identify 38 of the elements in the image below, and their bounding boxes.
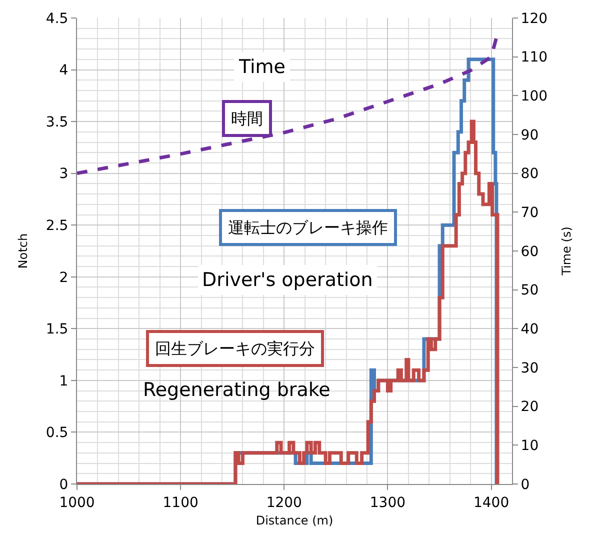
y2-tick-label: 110	[520, 50, 548, 66]
y-tick-label: 1.5	[46, 322, 68, 338]
y-tick-label: 0.5	[46, 425, 68, 442]
y-tick-label: 4	[59, 62, 68, 79]
y2-tick-label: 70	[520, 205, 539, 222]
y2-tick-label: 20	[520, 399, 539, 416]
y2-tick-label: 80	[520, 166, 539, 182]
x-tick-label: 1300	[370, 494, 406, 511]
annotation: 回生ブレーキの実行分	[155, 339, 315, 358]
y2-tick-label: 60	[520, 244, 539, 260]
y2-tick-label: 90	[520, 127, 539, 144]
y-tick-label: 3.5	[46, 114, 68, 130]
annotation: Regenerating brake	[143, 379, 330, 401]
y2-axis-title: Time (s)	[559, 226, 574, 276]
x-tick-label: 1100	[162, 494, 198, 511]
y2-tick-label: 120	[520, 10, 548, 27]
annotation: 時間	[231, 109, 263, 128]
y2-tick-label: 100	[520, 88, 548, 105]
y2-tick-label: 40	[520, 322, 539, 338]
y2-tick-label: 0	[520, 476, 530, 493]
annotation: 運転士のブレーキ操作	[228, 218, 388, 237]
y-tick-label: 2	[59, 270, 68, 286]
x-tick-label: 1400	[473, 494, 510, 511]
y-axis-title: Notch	[16, 233, 30, 269]
y-tick-label: 1	[59, 373, 68, 390]
y-tick-label: 0	[59, 476, 68, 493]
annotation: Driver's operation	[202, 269, 373, 291]
x-axis-title: Distance (m)	[256, 514, 334, 528]
y-tick-label: 2.5	[46, 218, 68, 234]
annotation: Time	[238, 56, 286, 78]
x-tick-label: 1000	[59, 494, 95, 511]
y2-tick-label: 10	[520, 438, 539, 454]
line-series	[77, 36, 498, 176]
y-tick-label: 4.5	[46, 10, 68, 27]
y2-tick-label: 30	[520, 360, 539, 376]
y-tick-label: 3	[59, 166, 68, 182]
y2-tick-label: 50	[520, 282, 539, 299]
x-tick-label: 1200	[266, 494, 302, 511]
